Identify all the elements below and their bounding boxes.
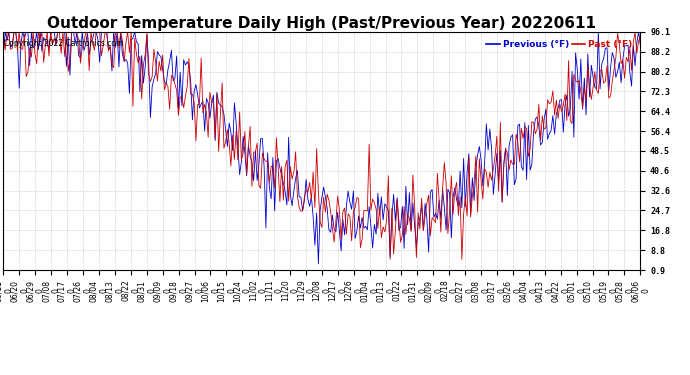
Legend: Previous (°F), Past (°F): Previous (°F), Past (°F) xyxy=(483,36,635,52)
Text: Copyright 2022 Cartronics.com: Copyright 2022 Cartronics.com xyxy=(4,39,124,48)
Title: Outdoor Temperature Daily High (Past/Previous Year) 20220611: Outdoor Temperature Daily High (Past/Pre… xyxy=(48,16,596,31)
